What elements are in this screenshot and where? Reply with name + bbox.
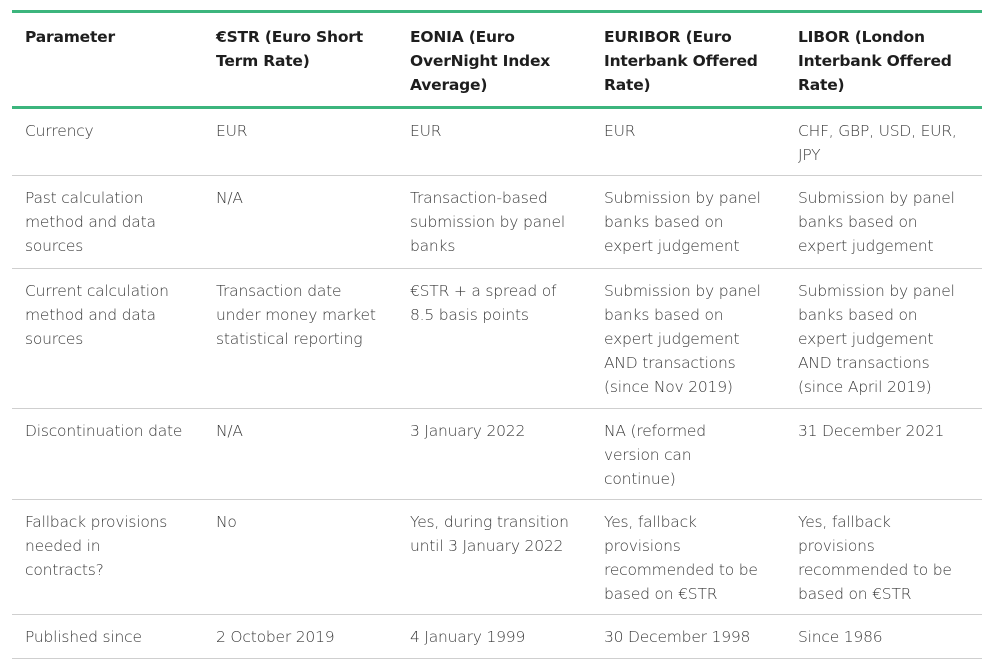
row-label: Past calculation method and data sources [12, 175, 203, 269]
table-cell: Yes, fallback provisions recommended to … [591, 499, 785, 615]
table-cell: Transaction date under money market stat… [203, 268, 397, 409]
table-row: Fallback provisions needed in contracts?… [12, 499, 982, 615]
table-row: Past calculation method and data sources… [12, 175, 982, 269]
row-label: Discontinuation date [12, 408, 203, 500]
row-label: Fallback provisions needed in contracts? [12, 499, 203, 615]
row-label: Published since [12, 614, 203, 659]
table-row: Currency EUR EUR EUR CHF, GBP, USD, EUR, JPY [12, 107, 982, 176]
table-cell: 2 October 2019 [203, 614, 397, 659]
table-cell: No [203, 499, 397, 615]
table-header: Parameter €STR (Euro Short Term Rate) EONI… [12, 10, 982, 109]
table-cell: Submission by panel banks based on exper… [785, 175, 982, 269]
table-cell: EUR [591, 107, 785, 176]
table-row: Current calculation method and data sour… [12, 268, 982, 409]
table-row: Discontinuation date N/A 3 January 2022 NA … [12, 408, 982, 500]
row-label: Current calculation method and data sour… [12, 268, 203, 409]
header-cell: EONIA (Euro OverNight Index Average) [397, 10, 591, 109]
table-cell: CHF, GBP, USD, EUR, JPY [785, 107, 982, 176]
header-cell: €STR (Euro Short Term Rate) [203, 10, 397, 109]
table-cell: N/A [203, 175, 397, 269]
comparison-table: Parameter €STR (Euro Short Term Rate) EONI… [12, 10, 982, 659]
table-cell: Submission by panel banks based on exper… [591, 175, 785, 269]
table-cell: EUR [203, 107, 397, 176]
header-cell: LIBOR (London Interbank Offered Rate) [785, 10, 982, 109]
table-row: Published since 2 October 2019 4 January 1… [12, 614, 982, 659]
table-cell: 3 January 2022 [397, 408, 591, 500]
table-cell: N/A [203, 408, 397, 500]
header-row: Parameter €STR (Euro Short Term Rate) EONI… [12, 10, 982, 109]
table-cell: Submission by panel banks based on exper… [785, 268, 982, 409]
table-cell: Yes, during transition until 3 January 2… [397, 499, 591, 615]
table-cell: €STR + a spread of 8.5 basis points [397, 268, 591, 409]
table-body: Currency EUR EUR EUR CHF, GBP, USD, EUR, JPY… [12, 107, 982, 659]
table-cell: Submission by panel banks based on exper… [591, 268, 785, 409]
table-cell: Yes, fallback provisions recommended to … [785, 499, 982, 615]
row-label: Currency [12, 107, 203, 176]
table-cell: EUR [397, 107, 591, 176]
header-cell: EURIBOR (Euro Interbank Offered Rate) [591, 10, 785, 109]
table-cell: Transaction-based submission by panel ba… [397, 175, 591, 269]
table-cell: 31 December 2021 [785, 408, 982, 500]
header-cell: Parameter [12, 10, 203, 109]
table-cell: 30 December 1998 [591, 614, 785, 659]
table-cell: NA (reformed version can continue) [591, 408, 785, 500]
table-cell: 4 January 1999 [397, 614, 591, 659]
table-cell: Since 1986 [785, 614, 982, 659]
